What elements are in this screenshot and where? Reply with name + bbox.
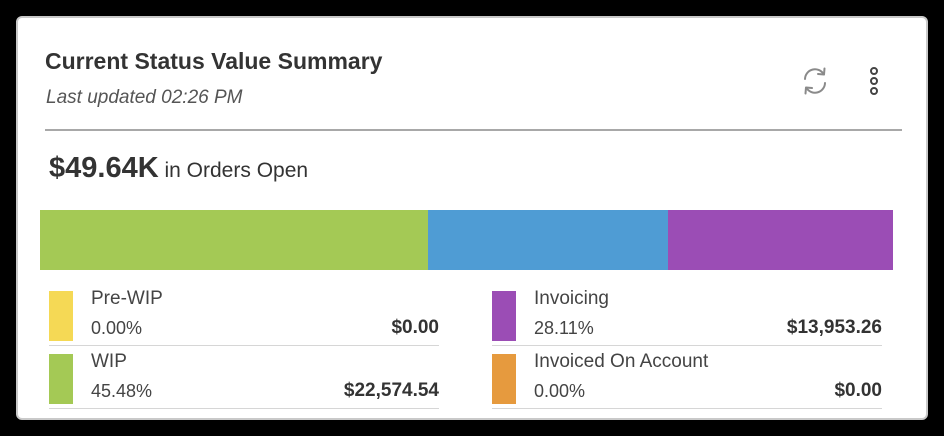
legend-percent: 0.00% xyxy=(534,381,586,401)
legend-item-wip[interactable]: WIP 45.48% $22,574.54 xyxy=(49,351,439,409)
legend-percent: 28.11% xyxy=(534,318,594,338)
refresh-button[interactable] xyxy=(797,63,833,99)
legend-percent: 45.48% xyxy=(91,381,153,401)
legend-value: $22,574.54 xyxy=(343,380,439,401)
legend-value: $0.00 xyxy=(834,380,882,401)
total-amount: $49.64K xyxy=(49,152,159,184)
legend-item-invoicing[interactable]: Invoicing 28.11% $13,953.26 xyxy=(492,288,882,346)
legend-value: $13,953.26 xyxy=(786,317,882,338)
legend-item-pre-wip[interactable]: Pre-WIP 0.00% $0.00 xyxy=(49,288,439,346)
orders-open-total: $49.64K in Orders Open xyxy=(49,152,308,185)
legend-swatch xyxy=(49,291,73,341)
more-vertical-icon xyxy=(870,67,878,95)
legend-value: $0.00 xyxy=(391,317,439,338)
legend-label: Invoiced On Account xyxy=(534,351,709,372)
bar-segment-wip[interactable] xyxy=(40,210,428,270)
refresh-icon xyxy=(804,67,826,95)
legend-label: WIP xyxy=(91,351,127,372)
legend-swatch xyxy=(492,354,516,404)
total-label: in Orders Open xyxy=(164,159,309,182)
status-stacked-bar xyxy=(40,210,893,270)
legend-percent: 0.00% xyxy=(91,318,143,338)
status-summary-card: Current Status Value Summary Last update… xyxy=(16,16,928,420)
bar-segment-invoicing[interactable] xyxy=(427,210,668,270)
widget-title: Current Status Value Summary xyxy=(45,48,383,74)
more-options-button[interactable] xyxy=(856,63,892,99)
last-updated-text: Last updated 02:26 PM xyxy=(46,87,243,108)
header-divider xyxy=(45,129,902,131)
legend-label: Invoicing xyxy=(534,288,609,309)
legend-item-invoiced-on-account[interactable]: Invoiced On Account 0.00% $0.00 xyxy=(492,351,882,409)
legend-swatch xyxy=(492,291,516,341)
bar-segment-other[interactable] xyxy=(667,210,893,270)
legend-label: Pre-WIP xyxy=(91,288,163,309)
legend-swatch xyxy=(49,354,73,404)
